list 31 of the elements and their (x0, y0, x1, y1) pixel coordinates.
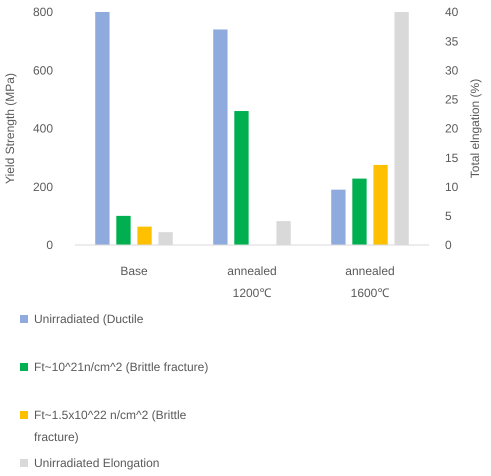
y2-tick-label: 0 (445, 238, 452, 252)
legend-label: Unirradiated (Ductile (34, 312, 144, 326)
y-tick-label: 0 (46, 238, 54, 252)
y2-tick-label: 5 (445, 209, 452, 224)
bar (331, 190, 346, 245)
bar (234, 111, 249, 245)
y2-tick-label: 20 (445, 122, 459, 136)
y-tick-label: 600 (32, 63, 54, 78)
x-tick-label: Base (120, 264, 148, 278)
bar (137, 226, 152, 245)
y2-tick-label: 25 (445, 92, 459, 107)
x-tick-label: annealed 1200℃ (227, 264, 277, 300)
bar (373, 164, 388, 245)
y2-axis-title: Total elngation (%) (468, 78, 482, 178)
y-tick-label: 400 (32, 122, 54, 136)
y2-tick-label: 10 (445, 180, 459, 194)
y2-tick-label: 30 (445, 63, 459, 78)
legend-label: Ft~1.5x10^22 n/cm^2 (Brittle fracture) (34, 408, 187, 444)
bar (213, 29, 228, 245)
bar (116, 216, 131, 245)
y-axis-title: Yield Strength (MPa) (3, 73, 17, 184)
y2-tick-label: 15 (445, 150, 459, 165)
legend-label: Ft~10^21n/cm^2 (Brittle fracture) (34, 360, 208, 374)
y2-tick-label: 35 (445, 34, 459, 48)
y-tick-label: 800 (32, 5, 54, 20)
y2-tick-label: 40 (445, 5, 459, 20)
bar (352, 178, 367, 245)
y-tick-label: 200 (32, 180, 54, 194)
bar (95, 12, 110, 245)
legend-label: Unirradiated Elongation (34, 456, 160, 470)
x-tick-label: annealed 1600℃ (345, 264, 395, 300)
